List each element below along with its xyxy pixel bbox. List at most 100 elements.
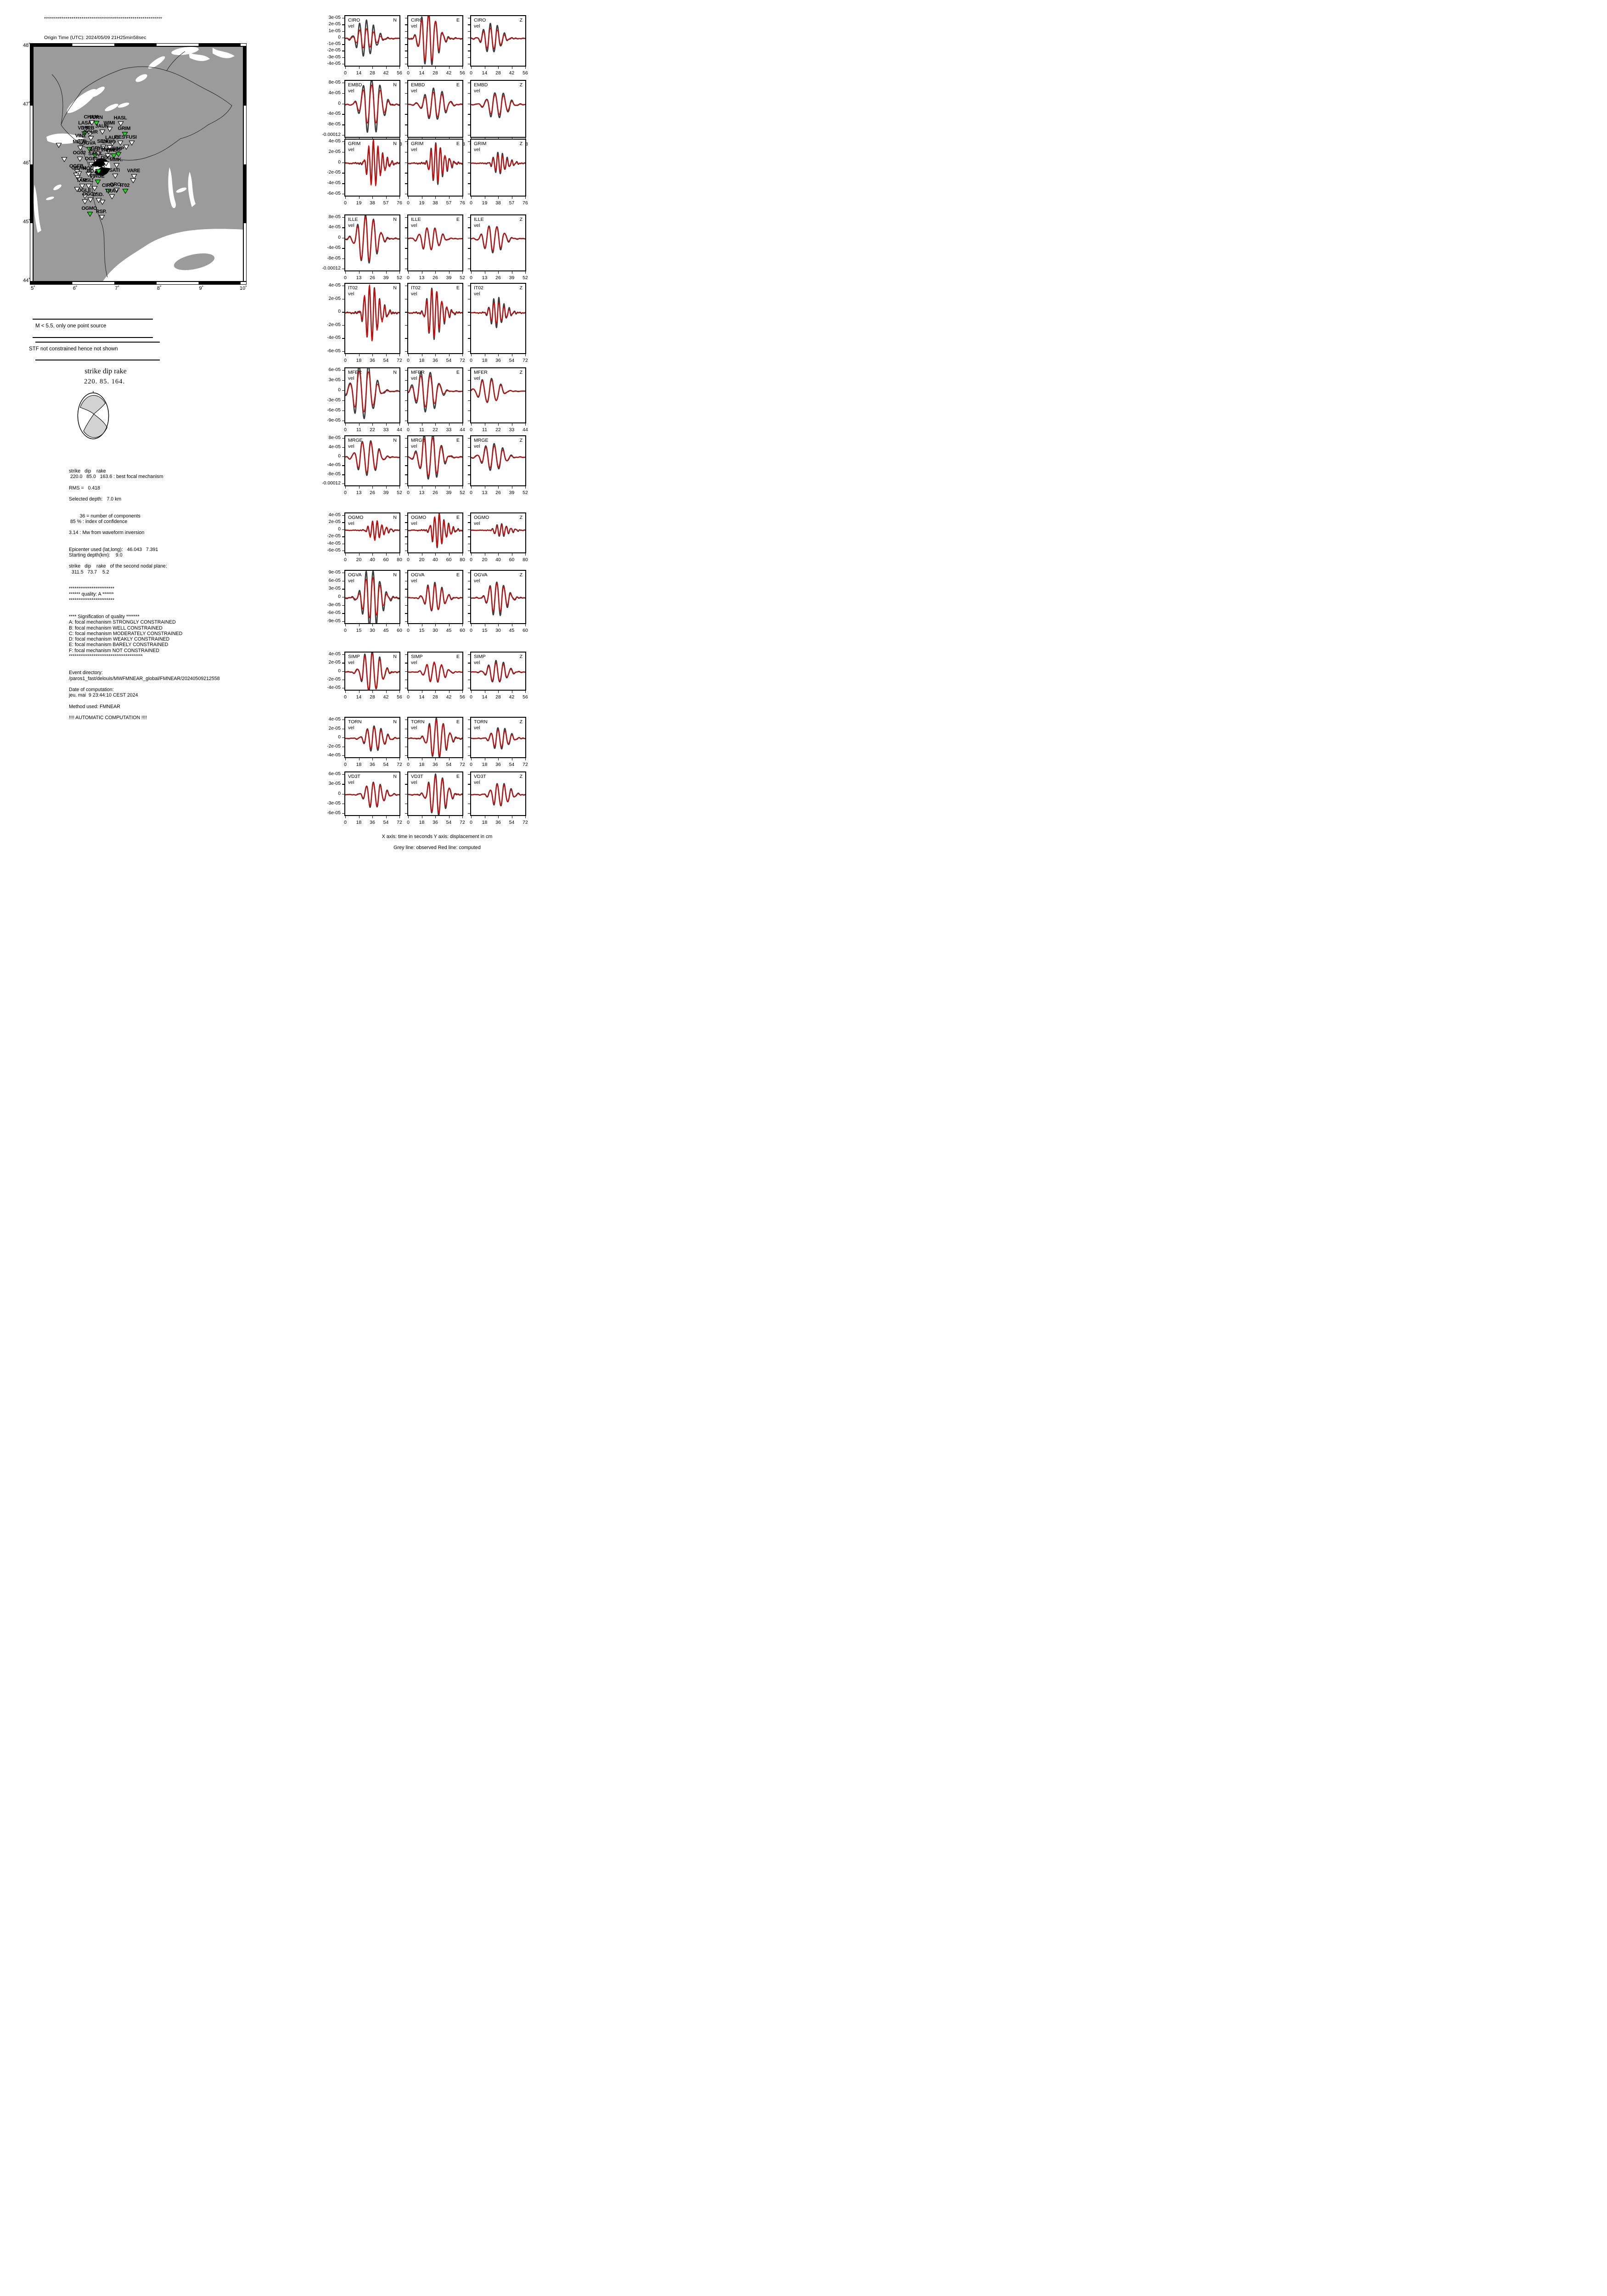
ytick-label: 4e-05 — [328, 652, 341, 657]
panel-component-label: E — [456, 82, 460, 88]
station-triangle-IT02 — [122, 188, 129, 194]
ytick-mark — [468, 124, 470, 125]
xtick-label: 20 — [356, 557, 362, 563]
xtick-label: 72 — [397, 820, 402, 825]
xtick-mark — [525, 758, 526, 760]
ytick-mark — [342, 24, 344, 25]
xtick-label: 57 — [383, 200, 389, 206]
xtick-mark — [345, 758, 346, 760]
ytick-mark — [405, 465, 407, 466]
xtick-label: 14 — [356, 694, 362, 700]
xtick-mark — [345, 816, 346, 818]
station-label-FIES: FIES — [114, 135, 125, 141]
xtick-label: 28 — [495, 694, 501, 700]
xtick-mark — [399, 691, 400, 693]
station-triangle-VD3T — [81, 130, 88, 137]
ytick-label: 0 — [338, 668, 341, 674]
xtick-mark — [471, 691, 472, 693]
ytick-label: -4e-05 — [327, 335, 341, 341]
ytick-label: 4e-05 — [328, 717, 341, 722]
panel-component-label: Z — [519, 438, 523, 443]
ytick-mark — [405, 515, 407, 516]
station-label-RSL: RSL. — [82, 177, 94, 183]
panel-station-label: OGMO — [411, 515, 427, 520]
xtick-label: 18 — [356, 762, 362, 767]
station-label-GRAN: GRAN — [71, 165, 86, 171]
ytick-mark — [405, 227, 407, 228]
ytick-mark — [342, 474, 344, 475]
magnitude-note: M < 5.5, only one point source — [35, 323, 107, 329]
waveform-panel-TORN-Z: TORN vel Z — [470, 717, 526, 758]
map-lon-label: 9˚ — [199, 286, 204, 291]
panel-component-label: Z — [519, 719, 523, 725]
waveform-panel-SIMP-Z: SIMP vel Z — [470, 652, 526, 691]
ytick-mark — [342, 774, 344, 775]
panel-trace-type: vel — [474, 660, 480, 665]
xtick-label: 18 — [356, 358, 362, 363]
xtick-mark — [498, 758, 499, 760]
waveform-panel-EMBD-Z: EMBD vel Z — [470, 80, 526, 138]
ytick-mark — [405, 217, 407, 218]
ytick-mark — [342, 141, 344, 142]
ytick-mark — [342, 813, 344, 814]
xtick-label: 54 — [446, 762, 452, 767]
map-lon-label: 10˚ — [240, 286, 247, 291]
xtick-mark — [471, 486, 472, 489]
xtick-label: 52 — [523, 490, 528, 495]
xtick-label: 40 — [370, 557, 375, 563]
xtick-mark — [435, 624, 436, 626]
panel-station-label: EMBD — [411, 82, 425, 88]
ytick-label: 0 — [338, 388, 341, 393]
ytick-mark — [468, 522, 470, 523]
waveform-svg — [408, 718, 462, 757]
panel-trace-type: vel — [474, 291, 480, 297]
info-line: 220.0 85.0 163.6 : best focal mechanism — [69, 474, 163, 480]
panel-trace-type: vel — [411, 88, 417, 94]
waveform-panel-GRIM-N: GRIM vel N — [344, 139, 400, 197]
xtick-mark — [372, 691, 373, 693]
station-label-SATI: SATI — [109, 167, 120, 173]
waveform-panel-ILLE-Z: ILLE vel Z — [470, 214, 526, 271]
waveform-svg — [471, 152, 525, 174]
ytick-mark — [468, 474, 470, 475]
waveform-svg — [345, 215, 399, 264]
panel-component-label: Z — [519, 82, 523, 88]
xtick-label: 26 — [495, 275, 501, 281]
xtick-label: 42 — [383, 70, 389, 76]
xtick-mark — [498, 354, 499, 356]
station-label-OGSI: OGSI — [84, 156, 97, 162]
panel-component-label: N — [393, 515, 397, 520]
panel-trace-type: vel — [348, 578, 354, 584]
xtick-label: 57 — [446, 200, 452, 206]
xtick-label: 36 — [370, 762, 375, 767]
xtick-label: 42 — [446, 694, 452, 700]
ytick-mark — [468, 456, 470, 457]
xtick-mark — [345, 624, 346, 626]
info-line: strike dip rake — [69, 468, 106, 474]
panel-trace-type: vel — [411, 376, 417, 381]
station-label-LSD: LSD. — [93, 191, 104, 197]
station-label-EMBD: EMBD — [106, 147, 121, 153]
station-label-BOA: BOA — [86, 168, 98, 174]
ytick-label: -8e-05 — [327, 472, 341, 477]
xtick-label: 57 — [509, 200, 515, 206]
station-label-MFER: MFER — [91, 163, 105, 169]
station-triangle-OGVA — [86, 146, 93, 152]
station-label-ORO: ORO. — [109, 181, 122, 187]
station-triangle-EMBD — [111, 152, 118, 159]
ytick-mark — [468, 671, 470, 672]
station-triangle-icon — [91, 185, 98, 191]
map-canvas — [33, 46, 243, 281]
info-line: 85 % : index of confidence — [69, 518, 128, 524]
station-triangle-FUSI — [129, 140, 135, 146]
xtick-label: 36 — [433, 820, 438, 825]
xtick-label: 39 — [383, 490, 389, 495]
xtick-mark — [525, 271, 526, 274]
xtick-label: 0 — [470, 628, 472, 633]
xtick-mark — [386, 758, 387, 760]
panel-trace-type: vel — [348, 147, 354, 152]
xtick-label: 76 — [523, 200, 528, 206]
xtick-mark — [435, 271, 436, 274]
panel-station-label: EMBD — [348, 82, 362, 88]
xtick-label: 45 — [383, 628, 389, 633]
